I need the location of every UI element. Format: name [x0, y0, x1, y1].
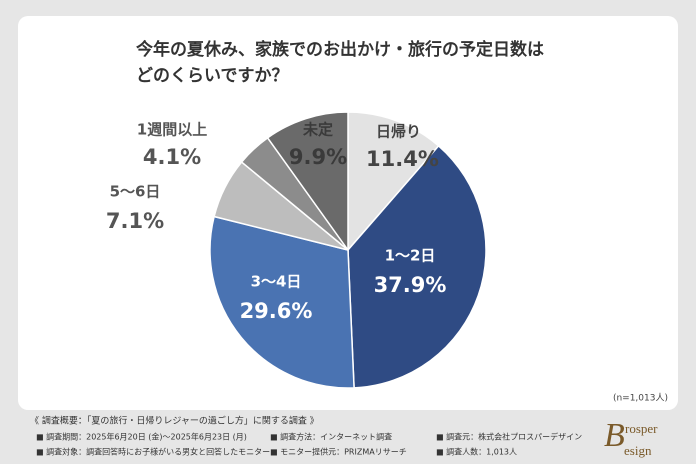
pie-slice — [347, 111, 440, 253]
logo-mark: B — [604, 417, 625, 454]
footer-item: ■ 調査人数：1,013人 — [436, 447, 517, 457]
slice-label: 5〜6日 — [110, 183, 161, 201]
footer-item: ■ 調査元：株式会社プロスパーデザイン — [436, 432, 582, 442]
title-line: どのくらいですか？ — [136, 66, 289, 86]
value-label: 9.9% — [289, 145, 347, 169]
value-label: 29.6% — [240, 299, 313, 323]
footer-item: ■ 調査期間：2025年6月20日 (金)〜2025年6月23日 (月) — [36, 432, 247, 442]
footer-item: ■ モニター提供元：PRIZMAリサーチ — [270, 447, 407, 457]
slice-label: 1週間以上 — [137, 121, 207, 139]
logo-text: esign — [624, 443, 652, 458]
pie-slice — [266, 111, 349, 253]
logo-text: rosper — [625, 421, 658, 436]
value-label: 4.1% — [143, 145, 201, 169]
sample-note: (n=1,013人) — [613, 393, 668, 404]
slice-label: 1〜2日 — [385, 247, 436, 265]
footer-item: ■ 調査対象：調査回答時にお子様がいる男女と回答したモニター — [36, 447, 270, 457]
footer-item: ■ 調査方法：インターネット調査 — [270, 432, 392, 442]
footer-heading: 《 調査概要：「夏の旅行・日帰りレジャーの過ごし方」に関する調査 》 — [30, 415, 319, 427]
pie-slice — [347, 144, 487, 389]
slice-label: 未定 — [302, 121, 333, 139]
value-label: 37.9% — [374, 273, 447, 297]
slice-label: 日帰り — [376, 123, 421, 141]
slice-label: 3〜4日 — [251, 273, 302, 291]
logo: B rosper esign — [604, 417, 658, 458]
pie-slice — [209, 215, 355, 389]
value-label: 11.4% — [366, 147, 439, 171]
value-label: 7.1% — [106, 209, 164, 233]
title-line: 今年の夏休み、家族でのお出かけ・旅行の予定日数は — [136, 39, 544, 60]
